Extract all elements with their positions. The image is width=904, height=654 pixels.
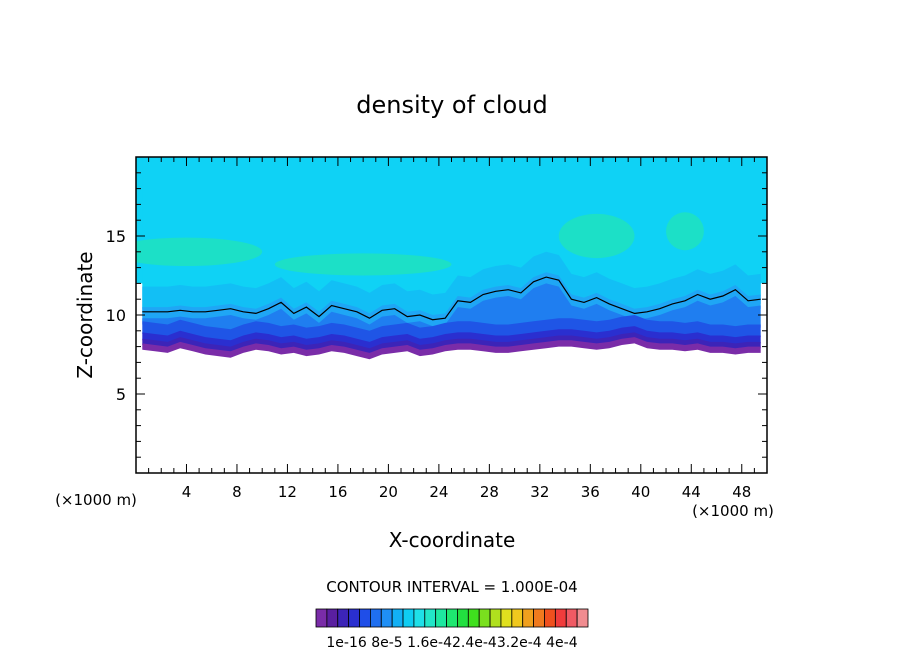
y-tick-label: 15: [106, 227, 126, 246]
x-axis-ticks: 4 8 12 16 20 24 28 32 36 40 44 48: [148, 157, 755, 501]
x-axis-label: X-coordinate: [389, 528, 516, 552]
y-tick-label: 5: [116, 385, 126, 404]
colorbar-swatch: [402, 608, 415, 628]
y-axis-ticks: 5 10 15: [106, 172, 767, 458]
x-tick-label: 28: [480, 483, 499, 501]
dense-patch-0: [136, 237, 263, 267]
colorbar-swatch: [467, 608, 480, 628]
colorbar-swatch: [500, 608, 513, 628]
x-tick-label: 4: [182, 483, 192, 501]
x-tick-label: 48: [732, 483, 751, 501]
x-tick-label: 40: [631, 483, 650, 501]
colorbar-swatch: [533, 608, 545, 628]
y-tick-label: 10: [106, 306, 126, 325]
colorbar-swatch: [413, 608, 426, 628]
colorbar-swatch: [380, 608, 393, 628]
colorbar-swatch: [511, 608, 524, 628]
chart-title: density of cloud: [356, 91, 547, 119]
x-tick-label: 36: [581, 483, 600, 501]
x-tick-label: 20: [379, 483, 398, 501]
contour-line: [142, 276, 761, 321]
x-tick-label: 8: [232, 483, 242, 501]
colorbar-swatch: [544, 608, 556, 628]
colorbar-swatch: [554, 608, 567, 628]
colorbar-swatch: [391, 608, 404, 628]
x-unit-right: (×1000 m): [692, 502, 774, 520]
x-tick-label: 24: [429, 483, 448, 501]
colorbar-swatch: [359, 608, 371, 628]
colorbar-swatch: [565, 608, 578, 628]
colorbar-swatch: [315, 608, 328, 628]
colorbar-swatch: [435, 608, 447, 628]
cloud-density-field: [136, 157, 767, 360]
colorbar-tick-labels: 1e-16 8e-5 1.6e-42.4e-43.2e-4 4e-4: [326, 635, 577, 651]
x-tick-label: 12: [278, 483, 297, 501]
dense-patch-1: [274, 253, 452, 276]
colorbar-swatch: [478, 608, 491, 628]
colorbar-swatch: [337, 608, 350, 628]
y-axis-label: Z-coordinate: [73, 251, 97, 378]
dense-patch-2: [558, 213, 635, 259]
x-tick-label: 44: [682, 483, 701, 501]
colorbar-swatch: [522, 608, 534, 628]
density-band-0: [142, 157, 761, 317]
dense-patch-3: [666, 212, 704, 251]
density-band-2: [142, 272, 761, 330]
colorbar-swatch: [424, 608, 437, 628]
density-band-6: [142, 332, 761, 355]
contour-interval-label: CONTOUR INTERVAL = 1.000E-04: [326, 578, 577, 596]
x-tick-label: 16: [328, 483, 347, 501]
colorbar-swatch: [348, 608, 360, 628]
density-band-7: [142, 337, 761, 360]
colorbar-swatch: [576, 608, 589, 628]
colorbar-swatch: [457, 608, 469, 628]
colorbar-swatch: [369, 608, 382, 628]
x-tick-label: 32: [530, 483, 549, 501]
colorbar-swatch: [326, 608, 339, 628]
colorbar-swatch: [489, 608, 502, 628]
colorbar-swatch: [446, 608, 458, 628]
colorbar: [315, 608, 589, 628]
x-unit-left: (×1000 m): [55, 491, 137, 509]
